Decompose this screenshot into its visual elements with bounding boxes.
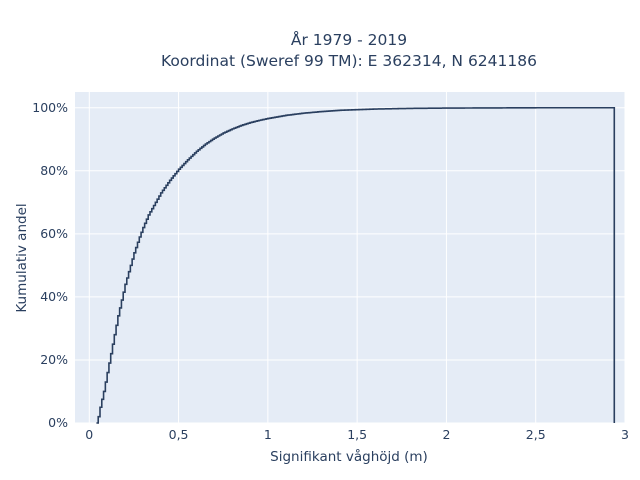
plot-area xyxy=(75,92,625,423)
y-tick-label: 60% xyxy=(40,226,68,241)
x-tick-label: 0 xyxy=(85,427,93,442)
x-tick-label: 3 xyxy=(621,427,629,442)
y-axis-label: Kumulativ andel xyxy=(14,203,30,312)
cdf-line xyxy=(96,106,616,424)
y-tick-label: 80% xyxy=(40,163,68,178)
x-tick-label: 1,5 xyxy=(347,427,367,442)
y-tick-label: 0% xyxy=(48,415,68,430)
x-tick-labels: 0 0,5 1 1,5 2 2,5 3 xyxy=(85,427,629,442)
y-tick-label: 100% xyxy=(32,100,68,115)
y-tick-label: 20% xyxy=(40,352,68,367)
x-tick-label: 1 xyxy=(264,427,272,442)
x-tick-label: 0,5 xyxy=(169,427,189,442)
chart-title-line-2: Koordinat (Sweref 99 TM): E 362314, N 62… xyxy=(161,52,537,70)
x-tick-label: 2 xyxy=(442,427,450,442)
y-tick-label: 40% xyxy=(40,289,68,304)
y-tick-labels: 0% 20% 40% 60% 80% 100% xyxy=(32,100,68,430)
x-axis-label: Signifikant våghöjd (m) xyxy=(270,448,428,465)
x-tick-label: 2,5 xyxy=(526,427,546,442)
chart-title-line-1: År 1979 - 2019 xyxy=(291,30,407,49)
series-layer xyxy=(96,106,616,424)
